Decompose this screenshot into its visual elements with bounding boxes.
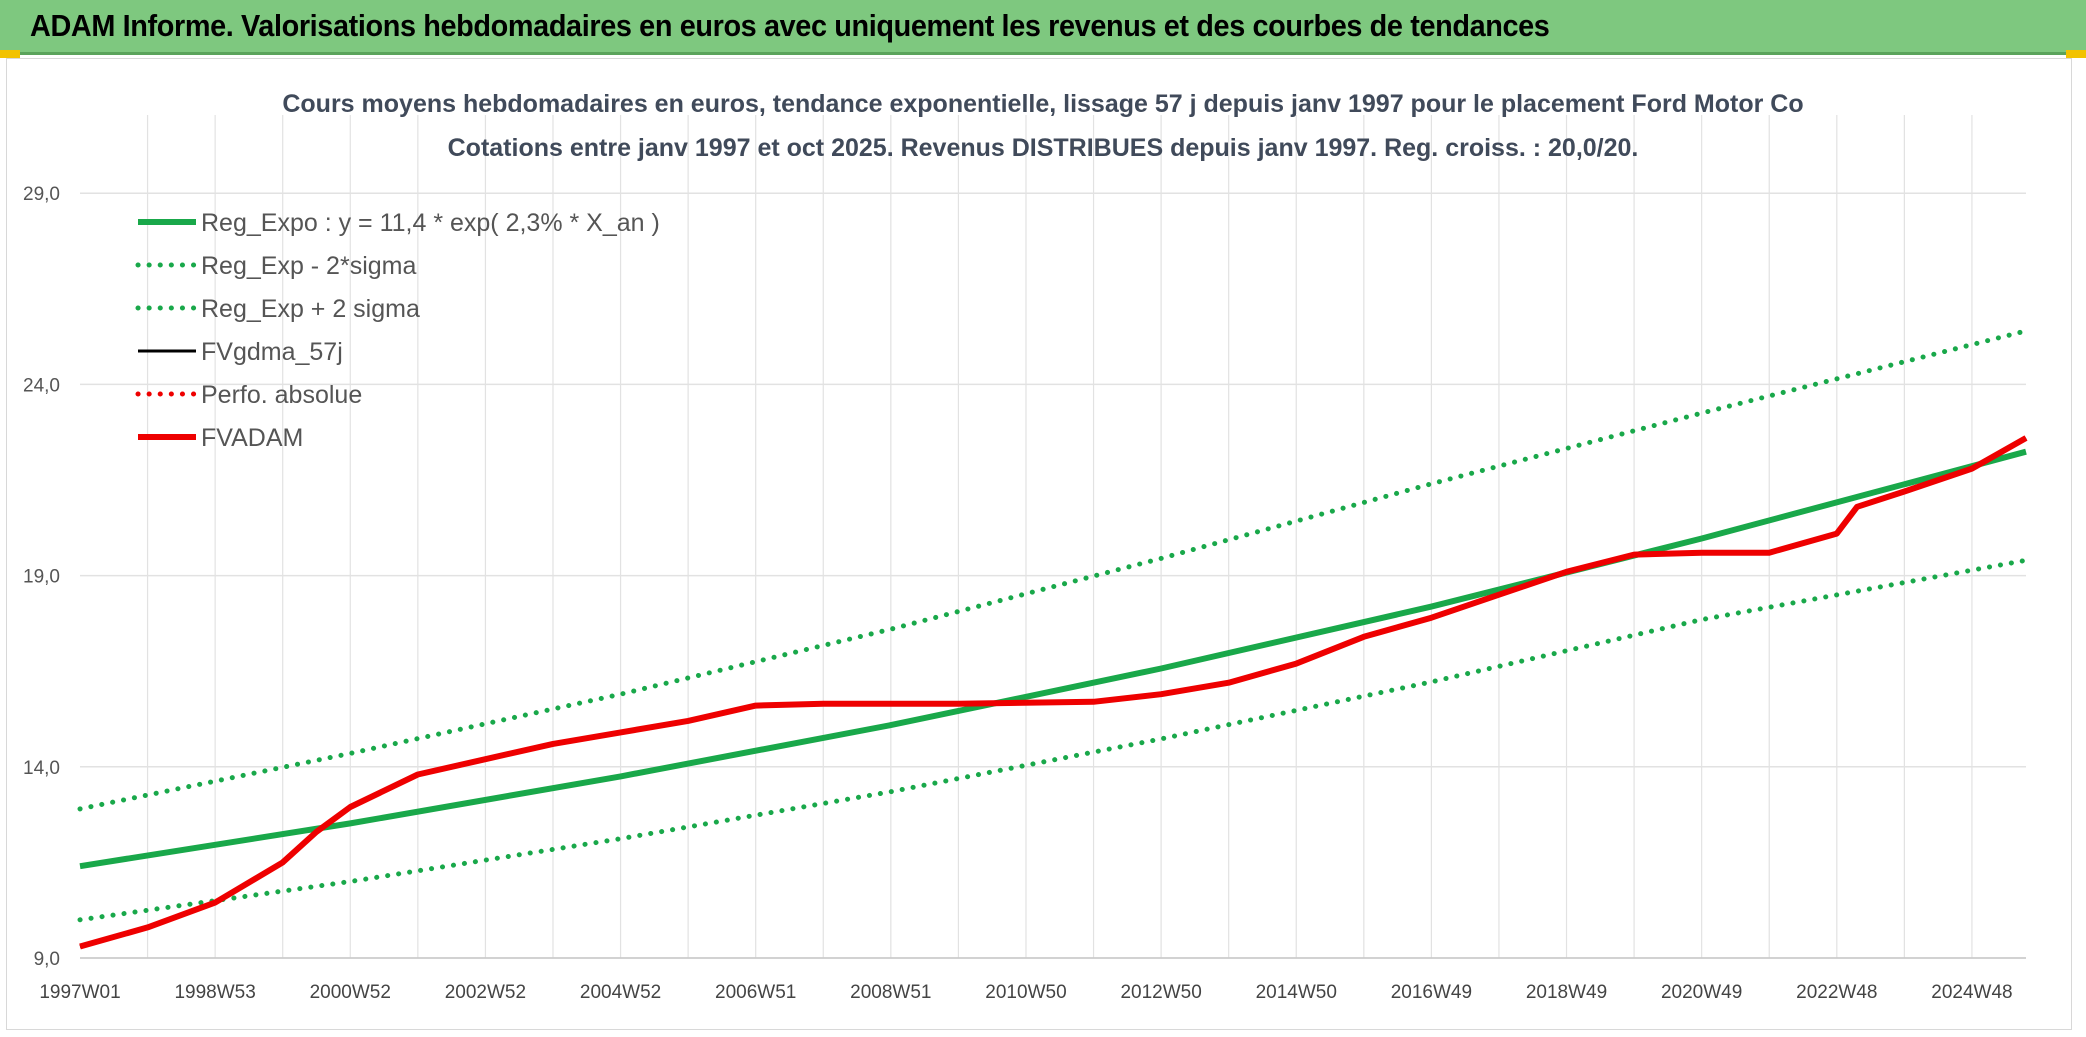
- x-tick-label: 2010W50: [985, 982, 1066, 1003]
- y-tick-label: 19,0: [23, 567, 60, 588]
- x-tick-label: 2018W49: [1526, 982, 1607, 1003]
- legend-label: Reg_Expo : y = 11,4 * exp( 2,3% * X_an ): [201, 209, 660, 237]
- x-tick-label: 2002W52: [445, 982, 526, 1003]
- axes: 9,0 14,0 19,0 24,0 29,0 1997W01 1998W53 2000W52…: [23, 184, 2026, 1003]
- x-tick-label: 2000W52: [310, 982, 391, 1003]
- y-tick-label: 24,0: [23, 375, 60, 396]
- gridlines: [80, 115, 2026, 959]
- y-tick-label: 9,0: [34, 949, 60, 970]
- series-line-0: [79, 448, 2027, 870]
- legend-label: Perfo. absolue: [201, 381, 362, 409]
- x-tick-label: 2006W51: [715, 982, 796, 1003]
- legend: Reg_Expo : y = 11,4 * exp( 2,3% * X_an )…: [135, 209, 660, 452]
- series-lines: [77, 328, 2029, 950]
- corner-marker-right: [2066, 50, 2086, 58]
- x-tick-label: 2022W48: [1796, 982, 1877, 1003]
- legend-label: Reg_Exp - 2*sigma: [201, 252, 416, 280]
- x-tick-label: 2024W48: [1931, 982, 2012, 1003]
- x-tick-label: 2016W49: [1391, 982, 1472, 1003]
- x-tick-label: 2004W52: [580, 982, 661, 1003]
- legend-label: FVADAM: [201, 424, 303, 452]
- x-tick-label: 2008W51: [850, 982, 931, 1003]
- x-tick-label: 1997W01: [39, 982, 120, 1003]
- chart-frame: [6, 58, 2072, 1030]
- y-tick-label: 29,0: [23, 184, 60, 205]
- chart-subtitle: Cotations entre janv 1997 et oct 2025. R…: [448, 134, 1639, 162]
- x-tick-label: 1998W53: [174, 982, 255, 1003]
- x-tick-label: 2012W50: [1120, 982, 1201, 1003]
- x-tick-label: 2020W49: [1661, 982, 1742, 1003]
- series-line-2: [77, 328, 2029, 812]
- x-tick-label: 2014W50: [1256, 982, 1337, 1003]
- series-line-1: [77, 557, 2029, 923]
- header-bar: ADAM Informe. Valorisations hebdomadaire…: [0, 0, 2086, 55]
- chart-title: Cours moyens hebdomadaires en euros, ten…: [282, 90, 1803, 118]
- legend-label: FVgdma_57j: [201, 338, 343, 366]
- corner-marker-left: [0, 50, 20, 58]
- series-line-5: [79, 435, 2028, 950]
- legend-label: Reg_Exp + 2 sigma: [201, 295, 420, 323]
- y-tick-label: 14,0: [23, 758, 60, 779]
- report-title: ADAM Informe. Valorisations hebdomadaire…: [30, 8, 1550, 43]
